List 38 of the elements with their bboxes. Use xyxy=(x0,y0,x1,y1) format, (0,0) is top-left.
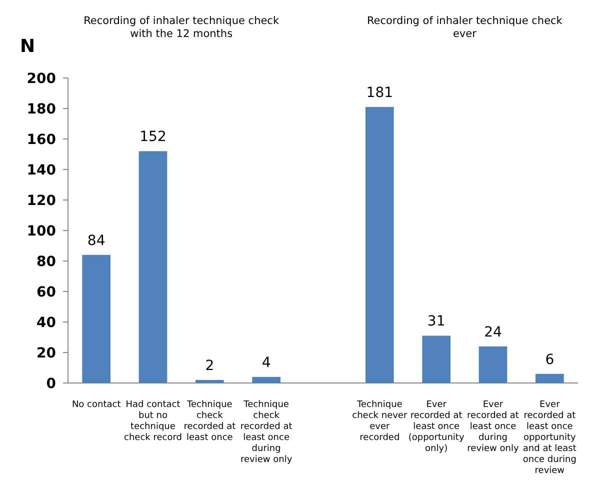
bar xyxy=(536,374,564,383)
y-tick-label: 100 xyxy=(26,223,56,240)
bar xyxy=(478,346,508,383)
y-tick-label: 160 xyxy=(26,132,56,148)
data-label: 31 xyxy=(427,314,446,330)
bar xyxy=(196,380,224,383)
data-label: 4 xyxy=(262,354,271,371)
data-label: 6 xyxy=(545,352,554,368)
bar xyxy=(366,106,394,383)
data-label: 152 xyxy=(140,129,166,146)
x-tick-label: Technique check recorded at least once during review only xyxy=(240,400,293,465)
x-tick-label: Ever recorded at least once during review only xyxy=(467,400,520,454)
y-tick-label: 120 xyxy=(26,192,56,209)
y-tick-label: 40 xyxy=(36,314,56,331)
x-tick-label: Ever recorded at least once (opportunity only) xyxy=(408,400,465,454)
y-axis-title: N xyxy=(20,36,36,57)
data-label: 181 xyxy=(366,84,394,101)
x-tick-label: Had contact but no technique check record xyxy=(124,400,182,443)
data-label: 24 xyxy=(484,324,502,340)
bar xyxy=(82,254,110,383)
y-tick-label: 180 xyxy=(26,101,56,118)
data-label: 84 xyxy=(87,232,106,249)
y-tick-label: 0 xyxy=(46,376,56,392)
x-tick-label: Technique check recorded at least once xyxy=(184,400,236,443)
x-tick-label: Technique check never ever recorded xyxy=(352,400,408,443)
text: Recording of inhaler technique check with the 12 months xyxy=(84,15,280,40)
x-tick-label: Ever recorded at least once opportunity and at least once during review xyxy=(522,400,577,476)
bar xyxy=(422,336,450,383)
bar xyxy=(252,376,280,383)
text: Recording of inhaler technique check ever xyxy=(366,15,564,40)
data-label: 2 xyxy=(205,358,214,374)
bar xyxy=(138,151,168,383)
x-tick-label: No contact xyxy=(72,400,122,410)
y-tick-label: 20 xyxy=(36,345,56,362)
y-tick-label: 200 xyxy=(26,70,56,87)
y-tick-label: 80 xyxy=(36,254,56,270)
y-tick-label: 140 xyxy=(26,162,56,178)
y-tick-label: 60 xyxy=(36,284,56,300)
